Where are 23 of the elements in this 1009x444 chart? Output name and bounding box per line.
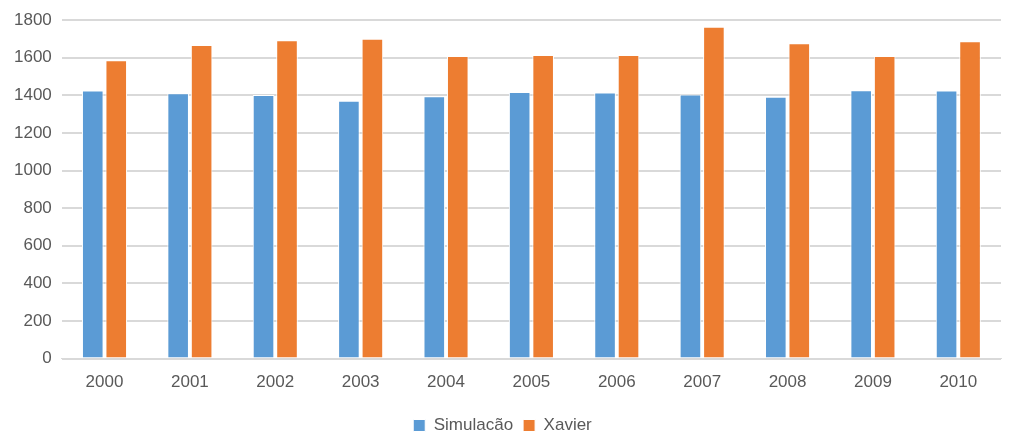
legend-label: Simulacão (433, 415, 514, 435)
x-tick-label: 2007 (683, 372, 722, 392)
x-tick-label: 2006 (597, 372, 636, 392)
x-tick-label: 2008 (768, 372, 807, 392)
legend-label: Xavier (543, 415, 593, 435)
y-tick-label: 0 (42, 348, 52, 368)
y-tick-label: 800 (23, 197, 52, 217)
x-tick-label: 2009 (854, 372, 892, 392)
y-tick-label: 1800 (13, 9, 52, 29)
x-tick-label: 2004 (427, 372, 465, 392)
y-tick-label: 1400 (13, 85, 52, 105)
x-tick-label: 2010 (939, 372, 978, 392)
x-tick-label: 2005 (512, 372, 551, 392)
x-tick-label: 2000 (85, 372, 124, 392)
y-tick-label: 1200 (13, 122, 52, 142)
y-tick-label: 1000 (13, 160, 52, 180)
y-tick-label: 400 (23, 273, 52, 293)
x-tick-label: 2003 (341, 372, 380, 392)
x-tick-label: 2001 (170, 372, 209, 392)
y-tick-label: 200 (23, 310, 52, 330)
y-tick-label: 600 (23, 235, 52, 255)
y-tick-label: 1600 (13, 47, 52, 67)
x-tick-label: 2002 (256, 372, 295, 392)
